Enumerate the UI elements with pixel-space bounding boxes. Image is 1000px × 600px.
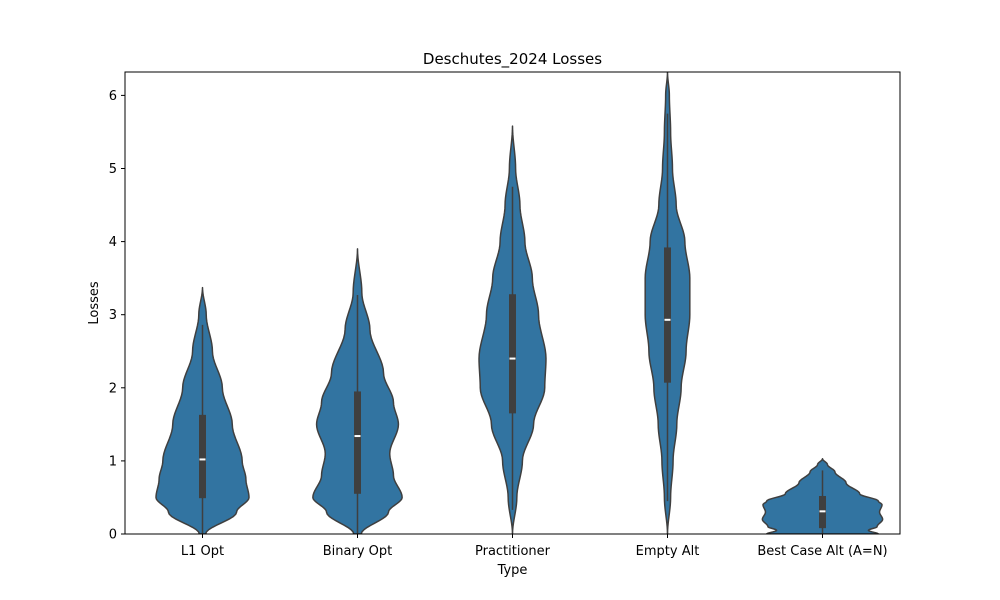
x-tick-label: Best Case Alt (A=N) — [757, 544, 887, 559]
violin-iqr-box — [664, 247, 671, 383]
x-tick-label: L1 Opt — [181, 544, 224, 559]
x-axis: L1 Opt Binary Opt Practitioner Empty Alt Bes… — [181, 534, 888, 559]
y-tick-label: 2 — [109, 381, 117, 396]
chart-title: Deschutes_2024 Losses — [423, 50, 602, 69]
x-axis-label: Type — [497, 563, 528, 578]
violin-iqr-box — [354, 391, 361, 494]
y-tick-label: 4 — [109, 235, 117, 250]
x-tick-label: Binary Opt — [323, 544, 393, 559]
y-axis: 0 1 2 3 4 5 6 — [109, 89, 125, 543]
violins-layer — [155, 72, 884, 534]
violin-iqr-box — [199, 414, 206, 499]
y-tick-label: 1 — [109, 454, 117, 469]
violin-group — [478, 125, 547, 534]
y-tick-label: 6 — [109, 89, 117, 104]
violin-group — [155, 286, 250, 534]
x-tick-label: Practitioner — [475, 544, 551, 559]
y-tick-label: 3 — [109, 308, 117, 323]
violin-iqr-box — [509, 294, 516, 414]
x-tick-label: Empty Alt — [636, 544, 700, 559]
violin-group — [312, 248, 403, 534]
y-tick-label: 5 — [109, 162, 117, 177]
violin-group — [761, 457, 884, 534]
y-tick-label: 0 — [109, 528, 117, 543]
y-axis-label: Losses — [87, 281, 102, 325]
violin-group — [644, 72, 691, 534]
